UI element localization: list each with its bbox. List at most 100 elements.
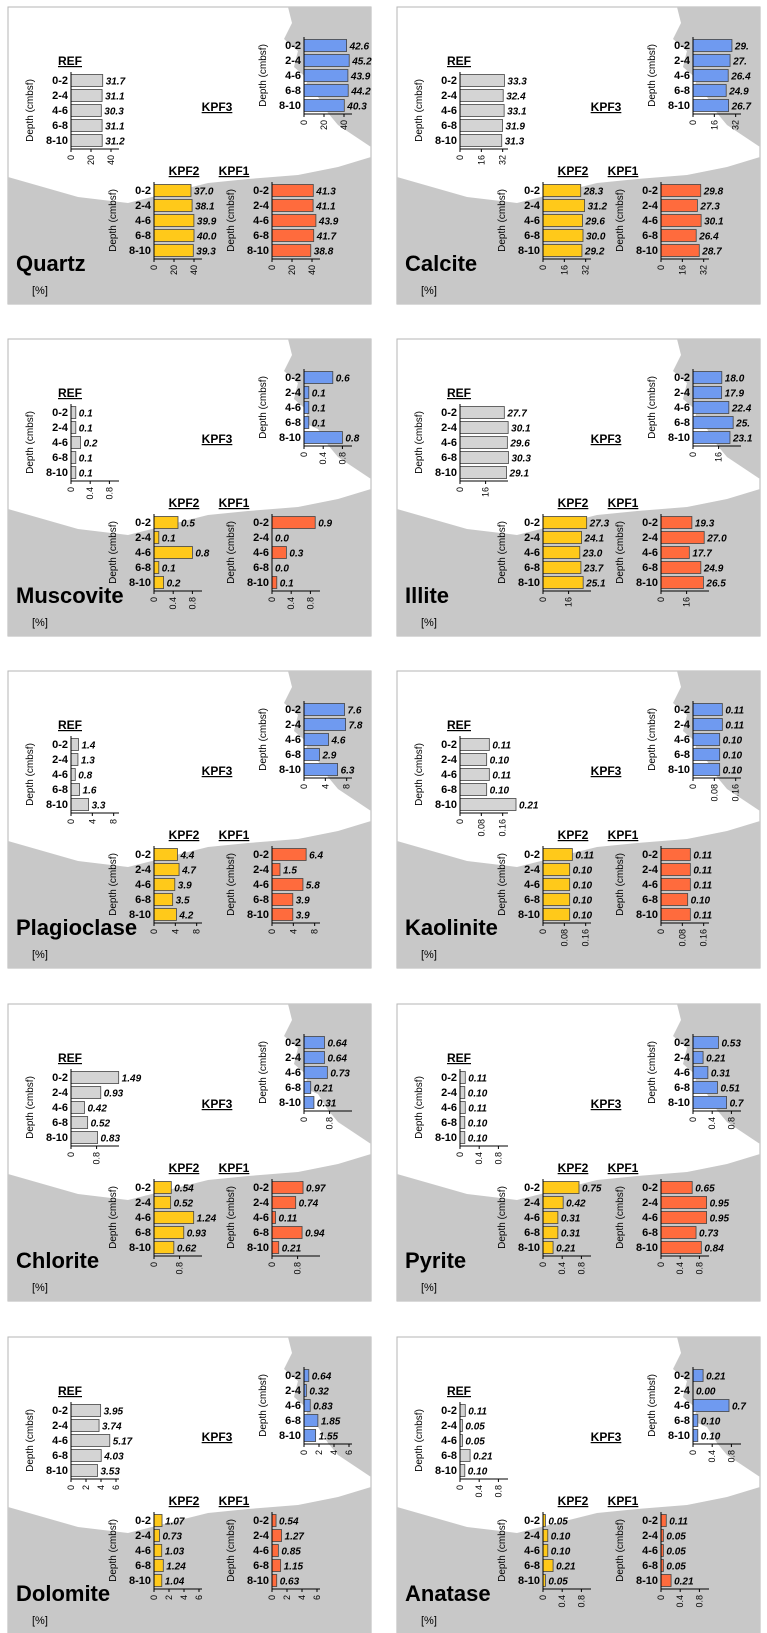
depth-tick-label: 8-10 — [636, 577, 658, 589]
value-label: 23.7 — [583, 564, 604, 575]
bar — [660, 1241, 702, 1254]
depth-tick-label: 6-8 — [135, 562, 151, 574]
depth-tick-label: 0-2 — [52, 407, 68, 419]
value-label: 17.7 — [692, 549, 712, 560]
depth-tick-label: 0-2 — [135, 185, 151, 197]
depth-tick-label: 4-6 — [285, 1400, 301, 1412]
depth-axis-label: Depth (cmbsf) — [615, 853, 626, 916]
depth-tick-label: 6-8 — [441, 120, 457, 132]
bar — [692, 718, 723, 731]
bar — [459, 451, 509, 464]
bar — [70, 1434, 111, 1447]
bar — [660, 863, 691, 876]
depth-axis-label: Depth (cmbsf) — [258, 708, 269, 771]
bar — [303, 416, 310, 429]
depth-tick-label: 0-2 — [441, 75, 457, 87]
bar — [271, 863, 281, 876]
bar — [692, 1429, 699, 1442]
value-label: 4.4 — [179, 851, 194, 862]
land-shape — [213, 515, 248, 539]
value-label: 0.1 — [162, 534, 176, 545]
x-tick-label: 0.8 — [694, 1595, 704, 1608]
depth-tick-label: 0-2 — [52, 75, 68, 87]
bar — [303, 1429, 317, 1442]
value-label: 1.07 — [165, 1517, 185, 1528]
bar — [153, 1196, 172, 1209]
depth-tick-label: 0-2 — [524, 1182, 540, 1194]
value-label: 1.6 — [83, 786, 97, 797]
x-tick-label: 0.8 — [493, 1152, 503, 1165]
value-label: 0.11 — [669, 1517, 688, 1528]
value-label: 3.9 — [178, 881, 192, 892]
x-tick-label: 40 — [189, 265, 199, 275]
value-label: 19.3 — [695, 519, 715, 530]
value-label: 30.3 — [104, 107, 124, 118]
depth-tick-label: 4-6 — [253, 547, 269, 559]
value-label: 1.5 — [283, 866, 297, 877]
value-label: 6.3 — [341, 766, 355, 777]
series-ref: REF Depth (cmbsf) 0-2 27.7 2-4 30.1 4-6 29.6 6-8… — [414, 386, 531, 497]
panel-calcite: Calcite [%] REF Depth (cmbsf) 0-2 33.3 2-4 32.4… — [396, 6, 761, 305]
value-label: 0.05 — [548, 1517, 568, 1528]
bar — [459, 1404, 466, 1417]
value-label: 0.10 — [723, 736, 743, 747]
unit-label: [%] — [32, 617, 48, 629]
depth-tick-label: 2-4 — [441, 754, 458, 766]
bar — [153, 199, 193, 212]
bar — [692, 1369, 704, 1382]
value-label: 26.5 — [705, 579, 726, 590]
value-label: 0.31 — [561, 1229, 581, 1240]
station-label: KPF3 — [591, 764, 622, 778]
bar — [70, 1449, 102, 1462]
unit-label: [%] — [421, 1282, 437, 1294]
value-label: 0.11 — [492, 771, 511, 782]
x-tick-label: 0 — [455, 487, 465, 492]
depth-tick-label: 8-10 — [279, 764, 301, 776]
x-tick-label: 0.8 — [726, 1450, 736, 1463]
bar — [303, 69, 349, 82]
bar — [660, 1211, 707, 1224]
bar — [303, 1051, 325, 1064]
depth-tick-label: 4-6 — [674, 734, 690, 746]
bar — [692, 1096, 727, 1109]
value-label: 0.10 — [551, 1547, 571, 1558]
bar — [303, 99, 345, 112]
x-tick-label: 0 — [149, 1595, 159, 1600]
depth-tick-label: 0-2 — [642, 517, 658, 529]
depth-tick-label: 2-4 — [135, 1197, 152, 1209]
series-kpf1: KPF1 Depth (cmbsf) 0-2 6.4 2-4 1.5 4-6 5.8 6-8 3.… — [219, 828, 324, 934]
value-label: 1.27 — [285, 1532, 305, 1543]
value-label: 0.54 — [279, 1517, 299, 1528]
depth-tick-label: 8-10 — [279, 432, 301, 444]
depth-tick-label: 0-2 — [285, 372, 301, 384]
station-label: KPF3 — [202, 432, 233, 446]
x-tick-label: 0.4 — [675, 1595, 685, 1608]
depth-tick-label: 6-8 — [524, 894, 540, 906]
depth-tick-label: 2-4 — [524, 1197, 541, 1209]
depth-tick-label: 6-8 — [52, 452, 68, 464]
depth-tick-label: 0-2 — [674, 372, 690, 384]
value-label: 0.73 — [162, 1532, 182, 1543]
value-label: 0.73 — [330, 1069, 350, 1080]
value-label: 26.7 — [731, 102, 752, 113]
value-label: 0.31 — [317, 1099, 337, 1110]
depth-tick-label: 6-8 — [642, 894, 658, 906]
series-ref: REF Depth (cmbsf) 0-2 0.1 2-4 0.1 4-6 0.2 6-8 0.1… — [25, 386, 119, 500]
value-label: 0.64 — [312, 1372, 332, 1383]
depth-axis-label: Depth (cmbsf) — [108, 1186, 119, 1249]
depth-tick-label: 6-8 — [642, 1560, 658, 1572]
depth-tick-label: 4-6 — [135, 1212, 151, 1224]
series-kpf2: KPF2 Depth (cmbsf) 0-2 37.0 2-4 38.1 4-6 39.9 6-… — [108, 164, 217, 275]
depth-tick-label: 6-8 — [253, 1560, 269, 1572]
bar — [70, 89, 103, 102]
bar — [153, 1241, 175, 1254]
bar — [660, 576, 704, 589]
x-tick-label: 4 — [329, 1450, 339, 1455]
depth-tick-label: 6-8 — [674, 1082, 690, 1094]
x-tick-label: 0.8 — [576, 1595, 586, 1608]
station-label: KPF1 — [608, 828, 639, 842]
x-tick-label: 40 — [307, 265, 317, 275]
station-label: KPF2 — [558, 1494, 589, 1508]
depth-tick-label: 6-8 — [253, 894, 269, 906]
depth-tick-label: 6-8 — [52, 1450, 68, 1462]
